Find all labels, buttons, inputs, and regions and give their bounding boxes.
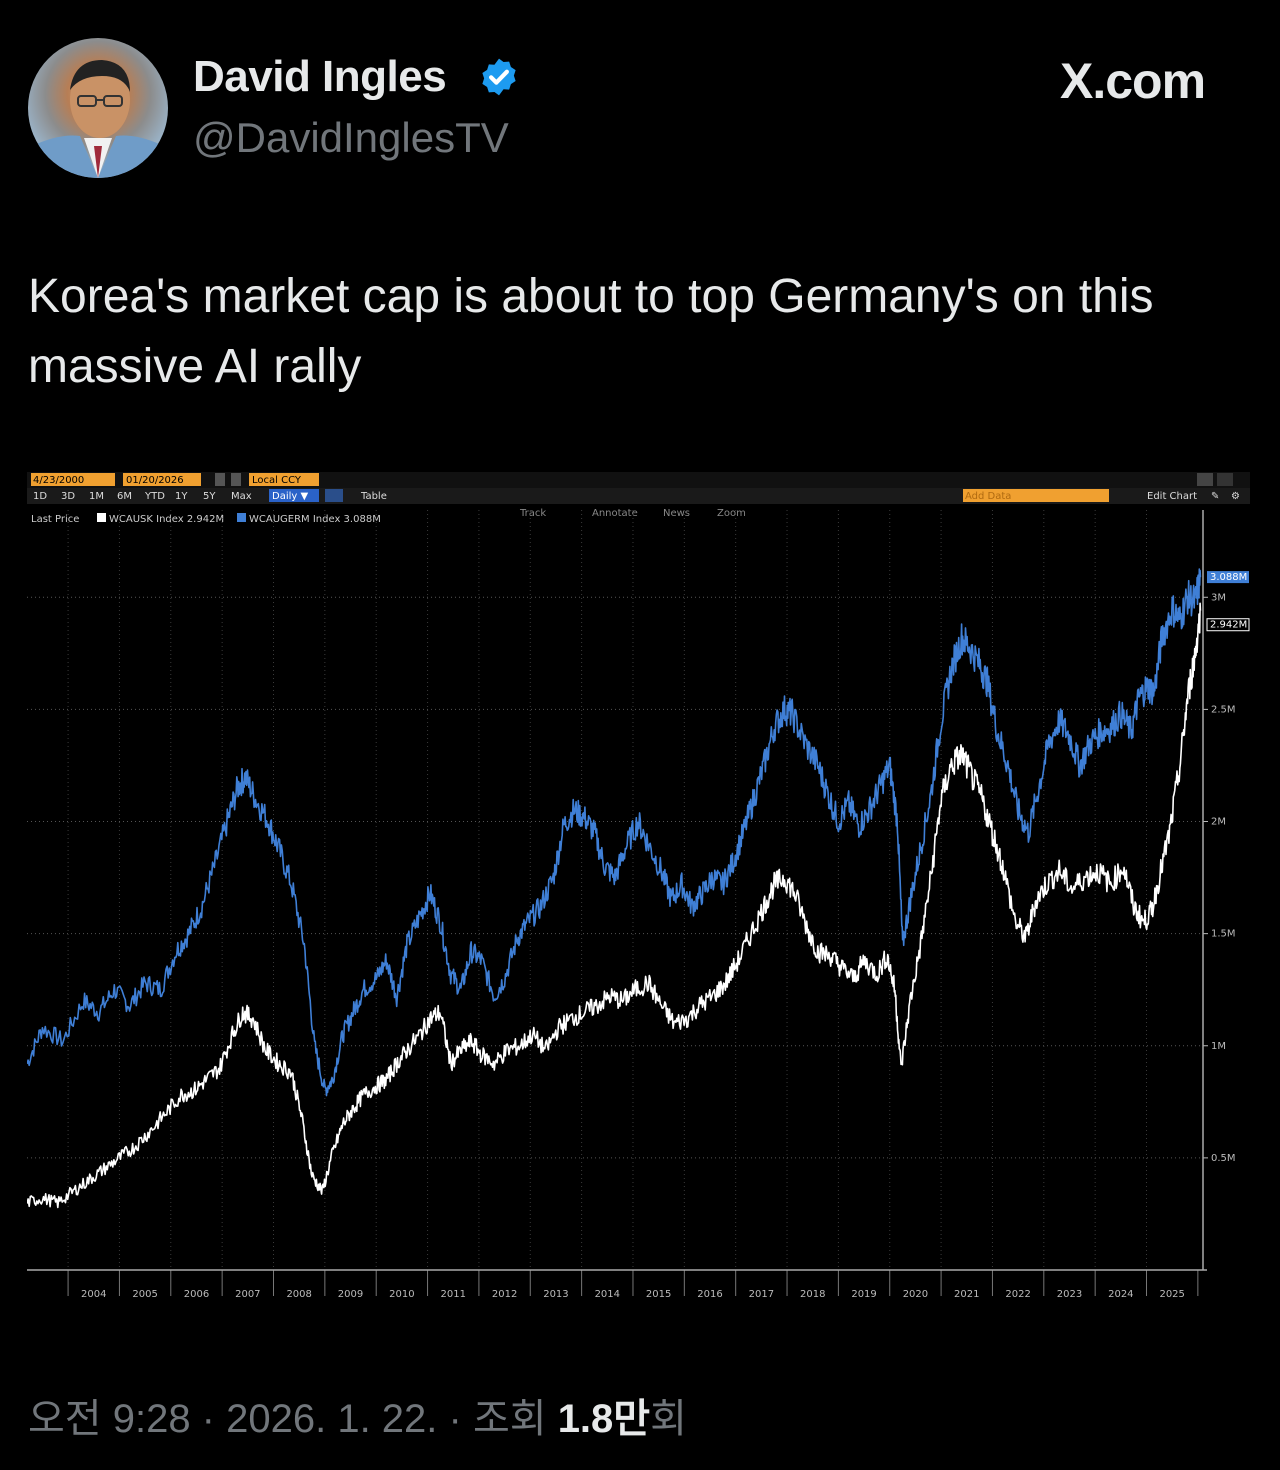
x-tick-label: 2011 — [441, 1289, 466, 1300]
y-tick-label: 2.5M — [1211, 704, 1236, 715]
avatar-portrait — [28, 60, 168, 178]
period-button-3d[interactable]: 3D — [61, 491, 75, 502]
value-tag-germany — [1207, 571, 1249, 584]
x-tick-label: 2015 — [646, 1289, 671, 1300]
period-button-1y[interactable]: 1Y — [175, 491, 188, 502]
x-tick-label: 2010 — [389, 1289, 414, 1300]
annotate-tool[interactable]: Annotate — [592, 508, 638, 519]
x-tick-label: 2006 — [184, 1289, 209, 1300]
series-line-wcaugerm — [27, 568, 1202, 1097]
add-data-text: Add Data — [965, 491, 1011, 502]
add-data-field[interactable] — [963, 489, 1109, 502]
legend-korea: WCAUSK Index 2.942M — [109, 514, 224, 525]
settings-gear-icon[interactable]: ⚙ — [1231, 491, 1240, 502]
views-suffix: 회 — [650, 1397, 687, 1441]
period-button-6m[interactable]: 6M — [117, 491, 132, 502]
x-tick-label: 2024 — [1108, 1289, 1133, 1300]
series-line-wcausk — [27, 602, 1202, 1209]
y-tick-label: 0.5M — [1211, 1153, 1236, 1164]
next-range-button[interactable] — [231, 473, 241, 486]
value-tags: 3.088M 2.942M — [1206, 571, 1250, 632]
chart-type-icon[interactable] — [325, 489, 343, 502]
y-tick-label: 2M — [1211, 817, 1226, 828]
tweet-footer: 오전 9:28 · 2026. 1. 22. · 조회 1.8만회 — [28, 1386, 687, 1444]
x-tick-label: 2018 — [800, 1289, 825, 1300]
y-tick-label: 1M — [1211, 1041, 1226, 1052]
edit-icon[interactable]: ✎ — [1211, 491, 1219, 502]
x-tick-label: 2008 — [286, 1289, 311, 1300]
x-tick-label: 2025 — [1159, 1289, 1184, 1300]
legend-swatch-germany — [237, 513, 246, 522]
x-tick-label: 2013 — [543, 1289, 568, 1300]
start-date-field[interactable] — [31, 473, 115, 486]
period-buttons[interactable]: 1D 3D 1M 6M YTD 1Y 5Y Max — [33, 491, 252, 502]
display-name[interactable]: David Ingles — [193, 52, 447, 101]
handle[interactable]: @DavidInglesTV — [193, 114, 509, 161]
period-button-max[interactable]: Max — [231, 491, 252, 502]
x-tick-label: 2023 — [1057, 1289, 1082, 1300]
frequency-text: Daily ▼ — [272, 491, 308, 502]
period-button-1m[interactable]: 1M — [89, 491, 104, 502]
end-date-field[interactable] — [123, 473, 201, 486]
x-tick-label: 2004 — [81, 1289, 106, 1300]
prev-range-button[interactable] — [215, 473, 225, 486]
x-tick-label: 2012 — [492, 1289, 517, 1300]
x-tick-label: 2019 — [851, 1289, 876, 1300]
x-tick-label: 2005 — [132, 1289, 157, 1300]
tweet-text: Korea's market cap is about to top Germa… — [28, 270, 1154, 393]
chart-grid — [27, 510, 1203, 1270]
chart-series — [27, 568, 1202, 1209]
value-tag-korea — [1206, 618, 1250, 632]
y-tick-label: 3M — [1211, 592, 1226, 603]
x-tick-label: 2007 — [235, 1289, 260, 1300]
end-date-text: 01/20/2026 — [126, 475, 184, 486]
x-tick-label: 2017 — [749, 1289, 774, 1300]
value-tag-korea-text: 2.942M — [1210, 620, 1247, 631]
table-button[interactable]: Table — [360, 491, 387, 502]
x-tick-label: 2021 — [954, 1289, 979, 1300]
legend-swatch-korea — [97, 513, 106, 522]
x-tick-label: 2022 — [1005, 1289, 1030, 1300]
redo-button[interactable] — [1217, 473, 1233, 486]
value-tag-germany-text: 3.088M — [1210, 572, 1247, 583]
chart-image: 4/23/2000 01/20/2026 Local CCY 1D 3D 1M 6M Y… — [27, 470, 1250, 1310]
chart-axes: 0.5M 1M 1.5M 2M 2.5M 3M 2004 2005 2006 2007 2008 20… — [27, 510, 1236, 1300]
currency-select[interactable] — [249, 473, 319, 486]
x-tick-label: 2009 — [338, 1289, 363, 1300]
x-tick-label: 2016 — [697, 1289, 722, 1300]
currency-text: Local CCY — [252, 475, 302, 486]
period-button-5y[interactable]: 5Y — [203, 491, 216, 502]
last-price-label: Last Price — [31, 514, 79, 525]
zoom-tool[interactable]: Zoom — [717, 508, 746, 519]
start-date-text: 4/23/2000 — [33, 475, 84, 486]
frequency-select[interactable] — [269, 489, 319, 502]
x-com-logo: X.com — [1060, 53, 1206, 109]
verified-badge-icon — [482, 58, 516, 96]
market-cap-chart: 4/23/2000 01/20/2026 Local CCY 1D 3D 1M 6M Y… — [27, 472, 1250, 1300]
news-tool[interactable]: News — [663, 508, 690, 519]
legend-germany: WCAUGERM Index 3.088M — [249, 514, 381, 525]
timestamp[interactable]: 오전 9:28 · 2026. 1. 22. · 조회 — [28, 1397, 547, 1441]
undo-button[interactable] — [1197, 473, 1213, 486]
x-tick-label: 2014 — [595, 1289, 620, 1300]
period-button-ytd[interactable]: YTD — [144, 491, 165, 502]
x-tick-label: 2020 — [903, 1289, 928, 1300]
period-button-1d[interactable]: 1D — [33, 491, 47, 502]
track-tool[interactable]: Track — [519, 508, 546, 519]
views-count: 1.8만 — [557, 1397, 651, 1441]
y-tick-label: 1.5M — [1211, 929, 1236, 940]
edit-chart-button[interactable]: Edit Chart — [1147, 491, 1197, 502]
avatar[interactable] — [28, 38, 168, 178]
